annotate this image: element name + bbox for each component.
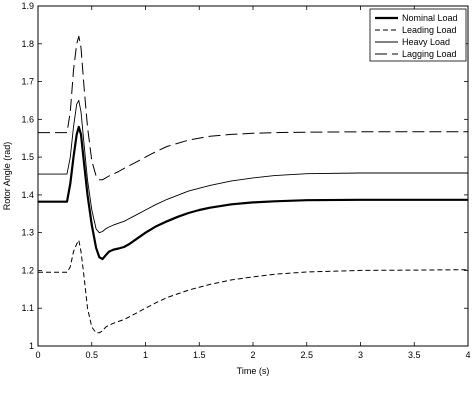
legend: Nominal Load Leading Load Heavy Load Laggin… — [369, 8, 467, 62]
y-axis-label: Rotor Angle (rad) — [2, 142, 12, 211]
y-tick-label: 1.8 — [21, 39, 34, 49]
x-tick-label: 2 — [250, 350, 255, 360]
series-line-leading-load — [38, 239, 469, 334]
y-tick-label: 1.7 — [21, 77, 34, 87]
y-tick-label: 1.4 — [21, 190, 34, 200]
legend-label: Leading Load — [402, 25, 457, 35]
x-tick-label: 0.5 — [85, 350, 98, 360]
series-line-lagging-load — [38, 35, 468, 181]
x-tick-label: 3 — [358, 350, 363, 360]
series-line-nominal-load — [38, 125, 468, 261]
legend-label: Nominal Load — [402, 13, 458, 23]
series-line-heavy-load — [38, 99, 468, 234]
x-tick-label: 0 — [35, 350, 40, 360]
y-tick-label: 1.6 — [21, 114, 34, 124]
x-tick-label: 4 — [465, 350, 470, 360]
x-tick-label: 2.5 — [300, 350, 313, 360]
axis-ticks: 0 0.5 1 1.5 2 2.5 3 3.5 4 1 1.1 1.2 1.3 1.4 1.5 1.6 1.7 1… — [21, 1, 470, 360]
y-tick-label: 1.2 — [21, 265, 34, 275]
y-tick-label: 1.1 — [21, 303, 34, 313]
y-tick-label: 1.3 — [21, 228, 34, 238]
x-tick-label: 1.5 — [193, 350, 206, 360]
series-lines — [38, 35, 469, 334]
y-tick-label: 1 — [29, 341, 34, 351]
x-axis-label: Time (s) — [237, 366, 270, 376]
legend-label: Heavy Load — [402, 37, 450, 47]
legend-entries: Nominal Load Leading Load Heavy Load Laggin… — [375, 13, 458, 59]
x-tick-label: 3.5 — [408, 350, 421, 360]
y-tick-label: 1.9 — [21, 1, 34, 11]
x-tick-label: 1 — [143, 350, 148, 360]
y-tick-label: 1.5 — [21, 152, 34, 162]
legend-label: Lagging Load — [402, 49, 457, 59]
